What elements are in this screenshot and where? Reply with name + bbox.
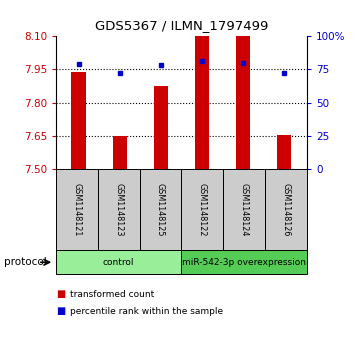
Bar <box>154 86 168 169</box>
Text: GSM1148121: GSM1148121 <box>72 183 81 236</box>
Text: GSM1148126: GSM1148126 <box>282 183 291 236</box>
Text: GSM1148124: GSM1148124 <box>240 183 249 236</box>
Text: miR-542-3p overexpression: miR-542-3p overexpression <box>182 258 306 267</box>
Text: transformed count: transformed count <box>70 290 155 298</box>
Text: control: control <box>103 258 134 267</box>
Text: GSM1148125: GSM1148125 <box>156 183 165 236</box>
Bar <box>236 36 250 169</box>
Text: percentile rank within the sample: percentile rank within the sample <box>70 307 223 316</box>
Text: ■: ■ <box>56 289 65 299</box>
Bar <box>113 136 127 169</box>
Text: GSM1148122: GSM1148122 <box>198 183 207 236</box>
Text: protocol: protocol <box>4 257 46 267</box>
Text: ■: ■ <box>56 306 65 317</box>
Bar <box>195 36 209 169</box>
Bar <box>277 135 291 169</box>
Title: GDS5367 / ILMN_1797499: GDS5367 / ILMN_1797499 <box>95 19 268 32</box>
Bar <box>71 72 86 169</box>
Text: GSM1148123: GSM1148123 <box>114 183 123 236</box>
